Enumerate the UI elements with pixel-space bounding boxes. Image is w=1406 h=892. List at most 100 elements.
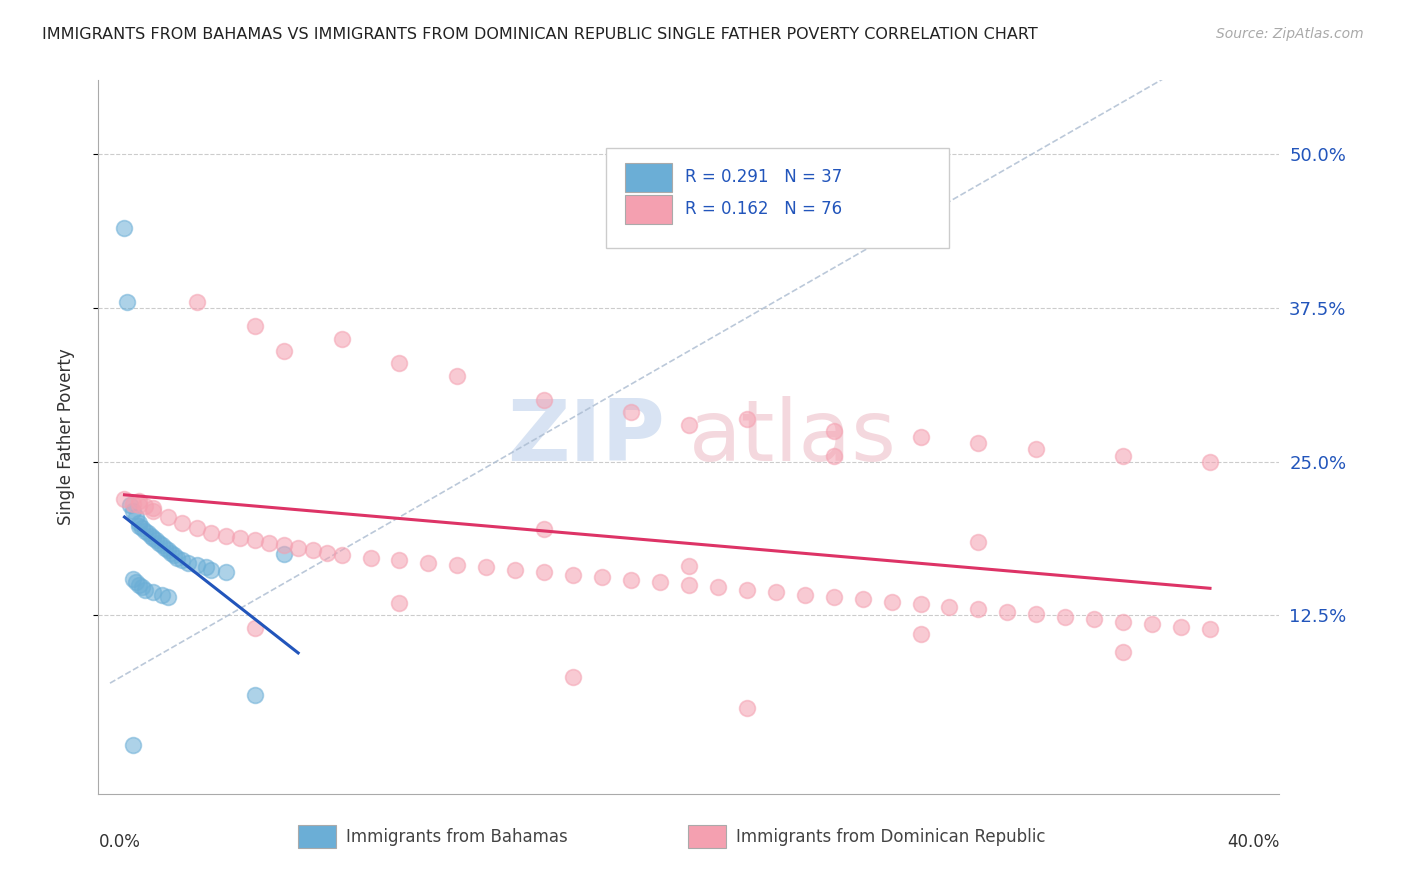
- Point: [301, 543, 323, 558]
- Point: [533, 566, 555, 580]
- Point: [1140, 617, 1163, 632]
- Point: [215, 566, 238, 580]
- Text: 0.0%: 0.0%: [98, 833, 141, 851]
- Point: [142, 531, 165, 545]
- Point: [880, 595, 903, 609]
- Point: [273, 547, 295, 561]
- Point: [243, 621, 266, 635]
- Point: [243, 689, 266, 703]
- Text: 40.0%: 40.0%: [1227, 833, 1279, 851]
- Point: [967, 436, 990, 450]
- Point: [995, 605, 1018, 619]
- Point: [735, 700, 758, 714]
- Point: [765, 585, 787, 599]
- Point: [114, 491, 136, 506]
- Point: [938, 599, 960, 614]
- Text: IMMIGRANTS FROM BAHAMAS VS IMMIGRANTS FROM DOMINICAN REPUBLIC SINGLE FATHER POVE: IMMIGRANTS FROM BAHAMAS VS IMMIGRANTS FR…: [42, 27, 1038, 42]
- Point: [678, 578, 700, 592]
- Point: [200, 526, 222, 541]
- Point: [562, 670, 585, 684]
- Point: [533, 393, 555, 408]
- Point: [131, 580, 153, 594]
- Point: [200, 563, 222, 577]
- Point: [159, 546, 181, 560]
- Text: ZIP: ZIP: [508, 395, 665, 479]
- Point: [150, 588, 173, 602]
- Point: [145, 533, 167, 548]
- Point: [446, 558, 468, 572]
- Point: [122, 572, 145, 586]
- Point: [186, 558, 208, 572]
- Text: R = 0.162   N = 76: R = 0.162 N = 76: [685, 201, 842, 219]
- Text: Immigrants from Dominican Republic: Immigrants from Dominican Republic: [737, 828, 1046, 846]
- Point: [1025, 607, 1047, 622]
- Point: [287, 541, 309, 555]
- Point: [1083, 612, 1105, 626]
- Point: [128, 578, 150, 592]
- Point: [243, 319, 266, 334]
- Point: [360, 550, 382, 565]
- Point: [117, 294, 139, 309]
- Point: [967, 602, 990, 616]
- Text: atlas: atlas: [689, 395, 897, 479]
- FancyBboxPatch shape: [298, 825, 336, 848]
- Point: [418, 556, 440, 570]
- Point: [475, 560, 498, 574]
- Point: [134, 499, 156, 513]
- Point: [1112, 449, 1135, 463]
- Point: [678, 559, 700, 574]
- Point: [163, 548, 186, 562]
- Point: [910, 627, 932, 641]
- Point: [707, 580, 730, 594]
- Point: [388, 596, 411, 610]
- Point: [136, 526, 159, 541]
- Point: [1112, 615, 1135, 629]
- Point: [562, 567, 585, 582]
- Point: [134, 582, 156, 597]
- Point: [186, 521, 208, 535]
- Point: [852, 592, 875, 607]
- Point: [128, 516, 150, 531]
- Point: [1170, 619, 1192, 633]
- Point: [148, 536, 170, 550]
- Point: [142, 504, 165, 518]
- Point: [620, 573, 643, 587]
- Point: [215, 528, 238, 542]
- Point: [503, 563, 526, 577]
- Point: [910, 430, 932, 444]
- Point: [330, 548, 353, 562]
- FancyBboxPatch shape: [606, 148, 949, 248]
- Point: [1025, 442, 1047, 457]
- Point: [122, 496, 145, 510]
- Point: [153, 541, 176, 555]
- Point: [1199, 622, 1222, 636]
- Point: [229, 531, 252, 545]
- FancyBboxPatch shape: [626, 195, 672, 224]
- Point: [134, 524, 156, 538]
- Point: [194, 560, 217, 574]
- Point: [150, 538, 173, 552]
- Point: [1112, 645, 1135, 659]
- Point: [125, 575, 148, 590]
- Point: [142, 501, 165, 516]
- Point: [257, 536, 280, 550]
- Point: [1054, 609, 1077, 624]
- Point: [172, 516, 194, 531]
- Point: [243, 533, 266, 548]
- Point: [823, 449, 845, 463]
- Point: [591, 570, 613, 584]
- FancyBboxPatch shape: [626, 163, 672, 192]
- Point: [172, 553, 194, 567]
- Point: [273, 538, 295, 552]
- Point: [273, 343, 295, 358]
- Point: [120, 498, 142, 512]
- Point: [388, 553, 411, 567]
- Point: [330, 332, 353, 346]
- Point: [186, 294, 208, 309]
- Point: [1199, 455, 1222, 469]
- Point: [446, 368, 468, 383]
- Point: [128, 494, 150, 508]
- Point: [128, 518, 150, 533]
- Text: Immigrants from Bahamas: Immigrants from Bahamas: [346, 828, 568, 846]
- Point: [156, 543, 179, 558]
